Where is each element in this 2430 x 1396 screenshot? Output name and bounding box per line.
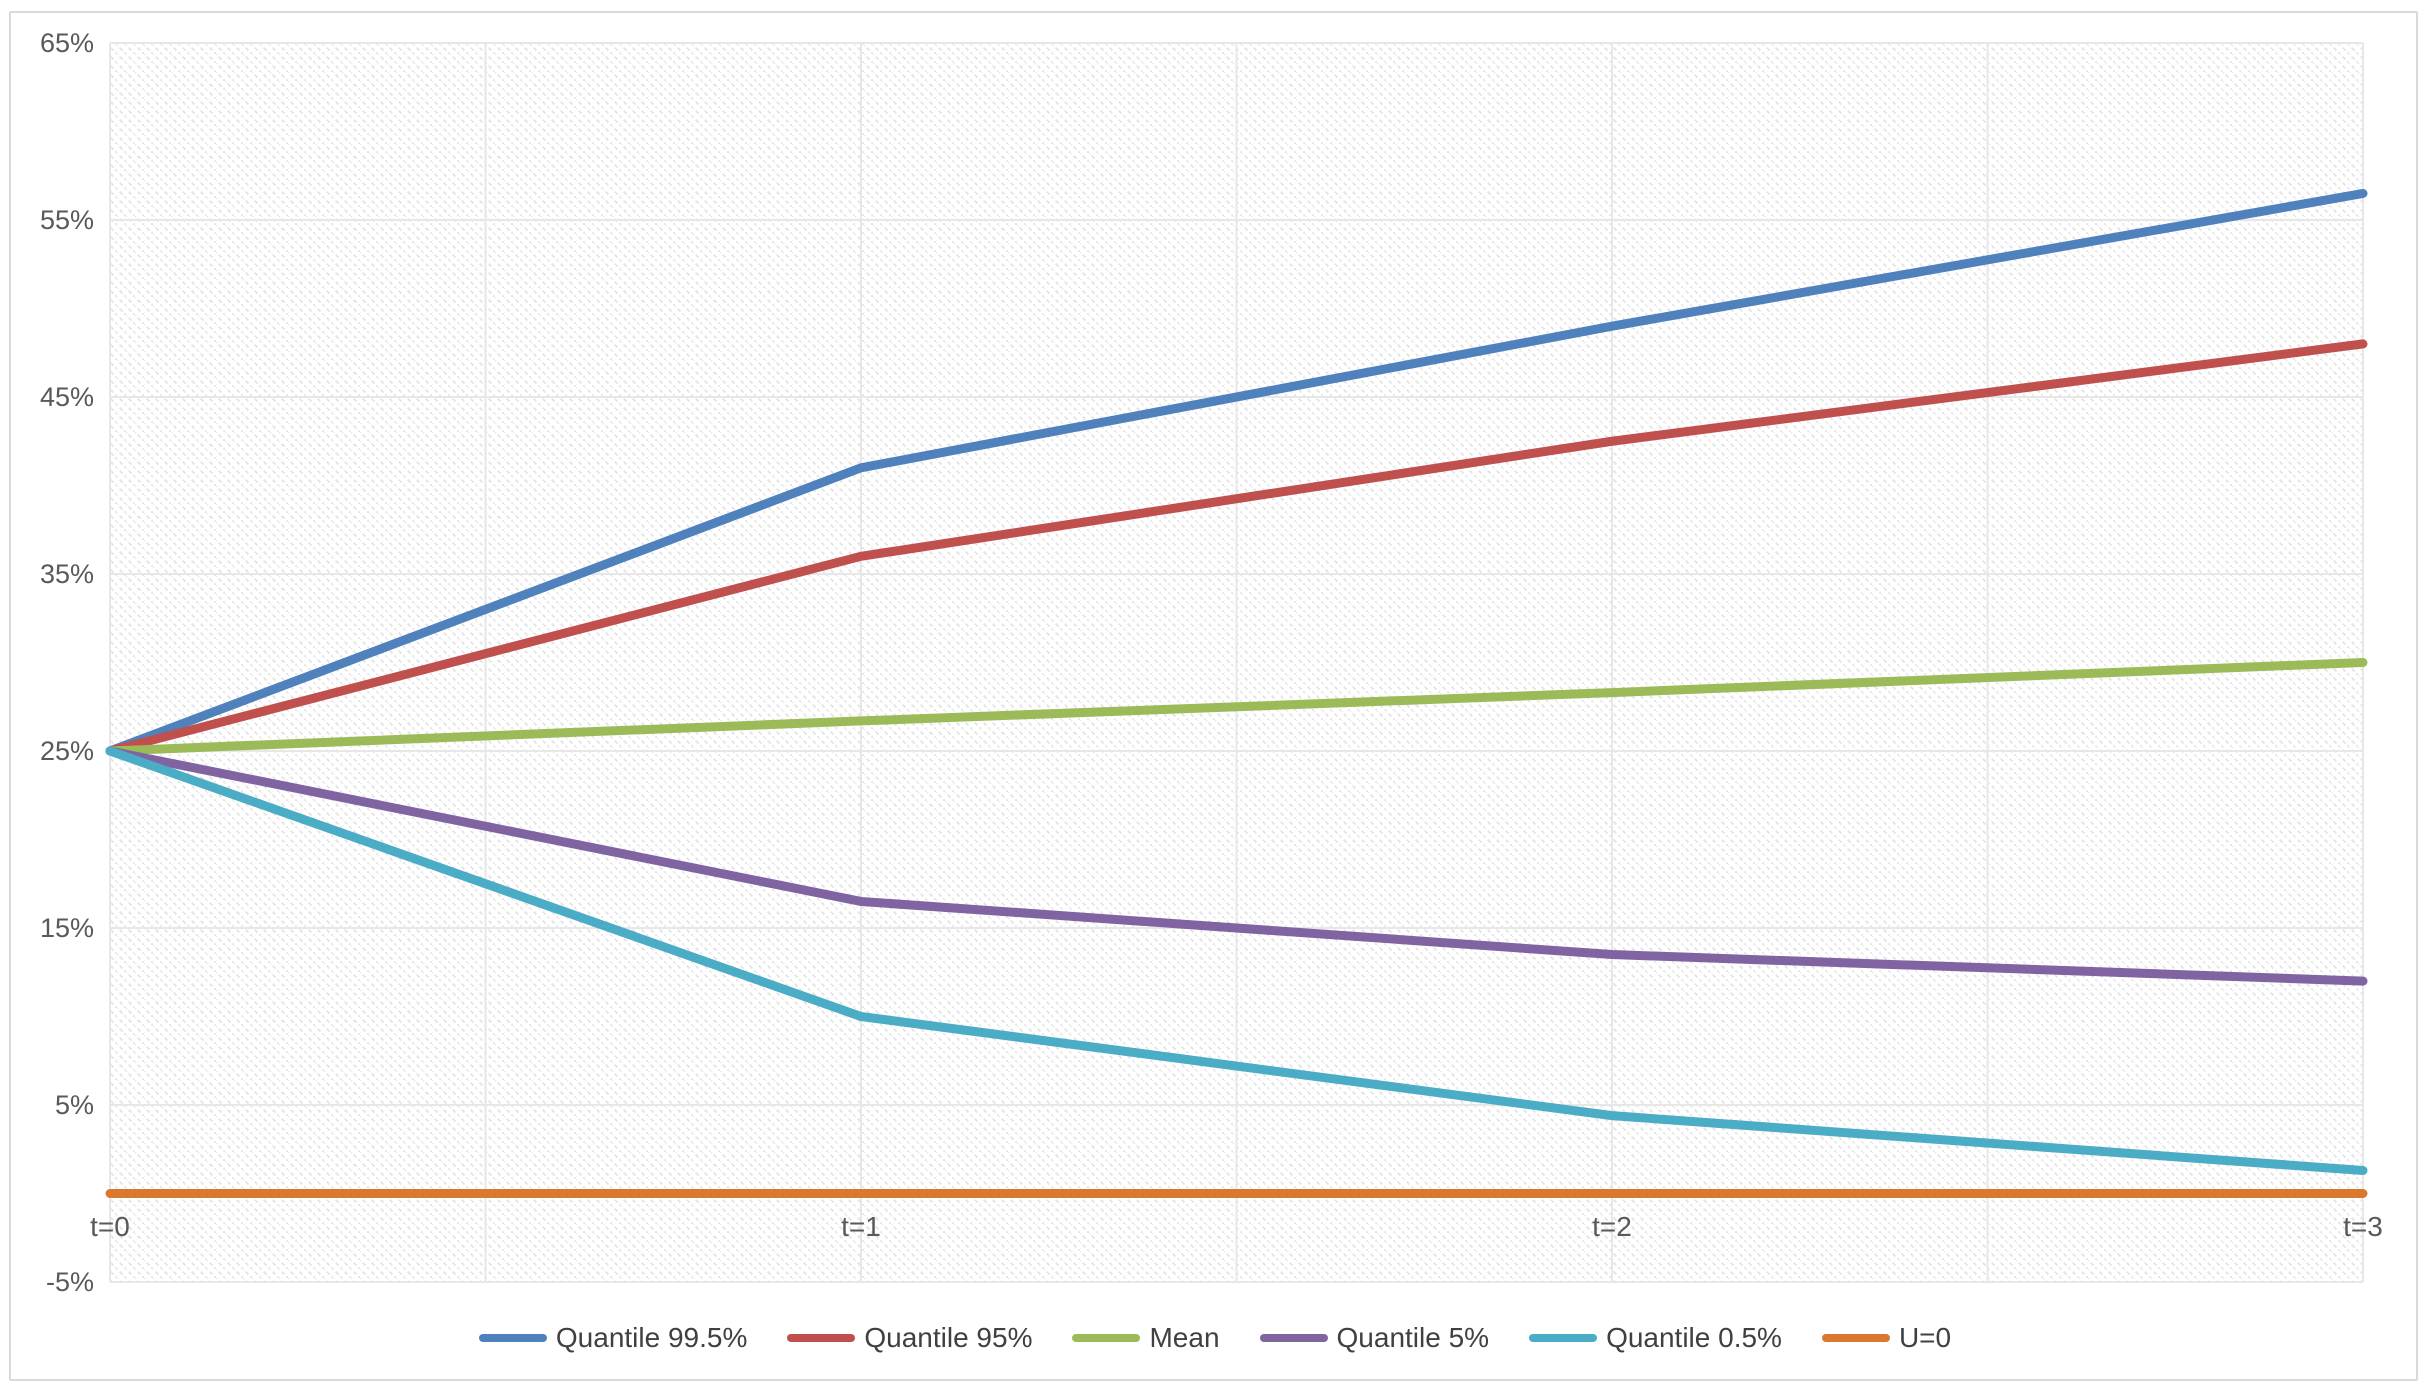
series-line-quantile-99-5 (105, 188, 2368, 756)
legend-swatch-u-0 (1821, 1334, 1890, 1342)
legend-label-quantile-95: Quantile 95% (864, 1322, 1033, 1353)
series-line-quantile-0-5 (105, 746, 2368, 1175)
y-axis-tick-label-55: 55% (39, 205, 94, 235)
legend-label-mean: Mean (1149, 1322, 1220, 1353)
legend-item-u-0: U=0 (1821, 1322, 1952, 1354)
legend-swatch-quantile-5 (1259, 1334, 1328, 1342)
legend-label-quantile-5: Quantile 5% (1336, 1322, 1490, 1353)
legend: Quantile 99.5% Quantile 95% Mean Quantile 5… (0, 1316, 2430, 1360)
y-axis-tick-label-25: 25% (39, 736, 94, 766)
series-line-mean (105, 658, 2368, 756)
legend-item-mean: Mean (1072, 1322, 1220, 1354)
legend-item-quantile-5: Quantile 5% (1259, 1322, 1490, 1354)
legend-item-quantile-99-5: Quantile 99.5% (478, 1322, 748, 1354)
legend-item-quantile-95: Quantile 95% (787, 1322, 1032, 1354)
y-axis-tick-label-15: 15% (39, 913, 94, 943)
y-axis-tick-label-45: 45% (39, 382, 94, 412)
legend-swatch-quantile-95 (787, 1334, 856, 1342)
x-axis-tick-label-t-2: t=2 (1592, 1211, 1632, 1242)
legend-swatch-quantile-0-5 (1529, 1334, 1598, 1342)
legend-label-quantile-0-5: Quantile 0.5% (1606, 1322, 1782, 1353)
series-line-quantile-95 (105, 339, 2368, 756)
legend-swatch-mean (1072, 1334, 1141, 1342)
x-axis-tick-label-t-1: t=1 (841, 1211, 881, 1242)
y-axis-tick-label-5: 5% (54, 1090, 94, 1120)
x-axis-tick-label-t-0: t=0 (90, 1211, 130, 1242)
legend-swatch-quantile-99-5 (478, 1334, 547, 1342)
y-axis-tick-label-5: -5% (45, 1267, 94, 1297)
series-line-quantile-5 (105, 746, 2368, 986)
legend-label-quantile-99-5: Quantile 99.5% (555, 1322, 748, 1353)
legend-item-quantile-0-5: Quantile 0.5% (1529, 1322, 1782, 1354)
y-axis-tick-label-35: 35% (39, 559, 94, 589)
legend-label-u-0: U=0 (1898, 1322, 1952, 1353)
y-axis-tick-label-65: 65% (39, 28, 94, 58)
x-axis-tick-label-t-3: t=3 (2343, 1211, 2383, 1242)
